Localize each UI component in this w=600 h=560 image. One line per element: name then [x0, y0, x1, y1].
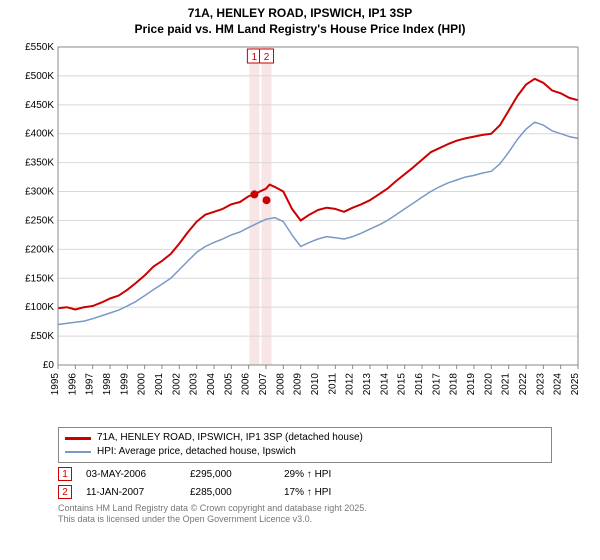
transaction-date: 11-JAN-2007 [86, 487, 176, 498]
svg-text:1997: 1997 [85, 373, 96, 396]
attrib-line2: This data is licensed under the Open Gov… [58, 514, 592, 525]
legend-swatch-1 [65, 437, 91, 440]
svg-text:2021: 2021 [501, 373, 512, 396]
svg-text:1998: 1998 [102, 373, 113, 396]
legend-swatch-2 [65, 451, 91, 453]
svg-text:2008: 2008 [275, 373, 286, 396]
svg-text:£100K: £100K [25, 302, 54, 313]
svg-text:£450K: £450K [25, 100, 54, 111]
svg-text:£150K: £150K [25, 273, 54, 284]
transaction-row: 1 03-MAY-2006 £295,000 29% ↑ HPI [58, 467, 592, 481]
legend: 71A, HENLEY ROAD, IPSWICH, IP1 3SP (deta… [58, 427, 552, 463]
svg-text:2000: 2000 [137, 373, 148, 396]
svg-text:2019: 2019 [466, 373, 477, 396]
svg-text:£250K: £250K [25, 216, 54, 227]
transaction-marker: 2 [58, 485, 72, 499]
svg-text:2022: 2022 [518, 373, 529, 396]
svg-text:£300K: £300K [25, 187, 54, 198]
svg-text:£350K: £350K [25, 158, 54, 169]
svg-text:£400K: £400K [25, 129, 54, 140]
transaction-price: £285,000 [190, 487, 270, 498]
legend-label-2: HPI: Average price, detached house, Ipsw… [97, 445, 296, 459]
transaction-row: 2 11-JAN-2007 £285,000 17% ↑ HPI [58, 485, 592, 499]
svg-text:2005: 2005 [223, 373, 234, 396]
attribution: Contains HM Land Registry data © Crown c… [58, 503, 592, 525]
svg-text:2007: 2007 [258, 373, 269, 396]
title-line2: Price paid vs. HM Land Registry's House … [8, 22, 592, 38]
svg-text:£200K: £200K [25, 245, 54, 256]
svg-text:2003: 2003 [189, 373, 200, 396]
svg-text:2023: 2023 [535, 373, 546, 396]
svg-text:£0: £0 [43, 360, 55, 371]
transaction-date: 03-MAY-2006 [86, 469, 176, 480]
legend-row-2: HPI: Average price, detached house, Ipsw… [65, 445, 545, 459]
svg-text:1999: 1999 [119, 373, 130, 396]
legend-label-1: 71A, HENLEY ROAD, IPSWICH, IP1 3SP (deta… [97, 431, 363, 445]
svg-text:2024: 2024 [553, 373, 564, 396]
svg-text:2: 2 [264, 52, 270, 63]
svg-text:2016: 2016 [414, 373, 425, 396]
svg-text:2015: 2015 [397, 373, 408, 396]
transaction-delta: 29% ↑ HPI [284, 469, 331, 480]
svg-text:2009: 2009 [293, 373, 304, 396]
transaction-delta: 17% ↑ HPI [284, 487, 331, 498]
svg-text:2025: 2025 [570, 373, 581, 396]
title-line1: 71A, HENLEY ROAD, IPSWICH, IP1 3SP [8, 6, 592, 22]
svg-text:1996: 1996 [67, 373, 78, 396]
transactions-list: 1 03-MAY-2006 £295,000 29% ↑ HPI 2 11-JAN-200… [8, 467, 592, 499]
svg-text:£50K: £50K [31, 331, 55, 342]
svg-text:2006: 2006 [241, 373, 252, 396]
svg-text:1995: 1995 [50, 373, 61, 396]
line-chart: £0 £50K £100K £150K £200K £250K £300K £350K £400… [8, 41, 588, 421]
chart-area: £0 £50K £100K £150K £200K £250K £300K £350K £400… [8, 41, 592, 421]
svg-text:2011: 2011 [327, 373, 338, 395]
attrib-line1: Contains HM Land Registry data © Crown c… [58, 503, 592, 514]
svg-text:2014: 2014 [379, 373, 390, 396]
svg-text:2004: 2004 [206, 373, 217, 396]
svg-text:2010: 2010 [310, 373, 321, 396]
svg-text:1: 1 [252, 52, 258, 63]
svg-text:£550K: £550K [25, 42, 54, 53]
transaction-price: £295,000 [190, 469, 270, 480]
svg-text:2013: 2013 [362, 373, 373, 396]
svg-text:2020: 2020 [483, 373, 494, 396]
svg-text:2012: 2012 [345, 373, 356, 396]
svg-text:2001: 2001 [154, 373, 165, 396]
svg-text:2002: 2002 [171, 373, 182, 396]
svg-text:2018: 2018 [449, 373, 460, 396]
legend-row-1: 71A, HENLEY ROAD, IPSWICH, IP1 3SP (deta… [65, 431, 545, 445]
svg-text:2017: 2017 [431, 373, 442, 396]
transaction-marker: 1 [58, 467, 72, 481]
svg-text:£500K: £500K [25, 71, 54, 82]
chart-title: 71A, HENLEY ROAD, IPSWICH, IP1 3SP Price… [8, 6, 592, 37]
